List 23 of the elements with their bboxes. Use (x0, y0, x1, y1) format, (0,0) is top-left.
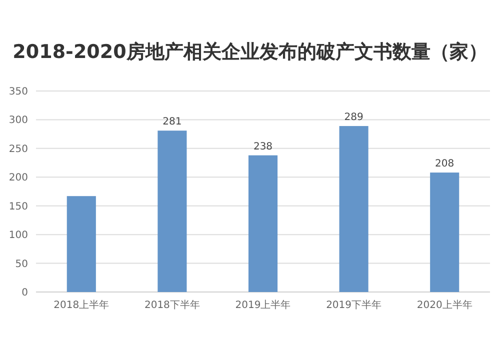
y-tick-label: 50 (15, 258, 28, 270)
y-tick-label: 250 (8, 144, 28, 155)
bar (339, 126, 368, 292)
y-tick-label: 0 (22, 288, 28, 298)
x-tick-label: 2019上半年 (235, 299, 291, 311)
bar (430, 172, 460, 292)
y-tick-label: 350 (8, 86, 28, 98)
y-tick-label: 100 (8, 230, 28, 242)
x-tick-label: 2019下半年 (326, 299, 382, 311)
y-tick-label: 300 (8, 115, 28, 126)
y-tick-label: 150 (8, 201, 28, 212)
x-tick-label: 2018上半年 (54, 299, 110, 311)
y-tick-label: 200 (8, 172, 28, 184)
x-tick-label: 2020上半年 (416, 299, 472, 311)
data-label: 281 (162, 116, 182, 128)
bar (248, 155, 278, 292)
x-tick-label: 2018下半年 (144, 299, 200, 311)
chart-title: 2018-2020房地产相关企业发布的破产文书数量（家） (12, 41, 488, 63)
data-label: 208 (435, 158, 454, 170)
data-label: 238 (253, 141, 273, 152)
data-label: 289 (344, 112, 364, 124)
bar (66, 196, 96, 292)
bar (158, 130, 187, 292)
